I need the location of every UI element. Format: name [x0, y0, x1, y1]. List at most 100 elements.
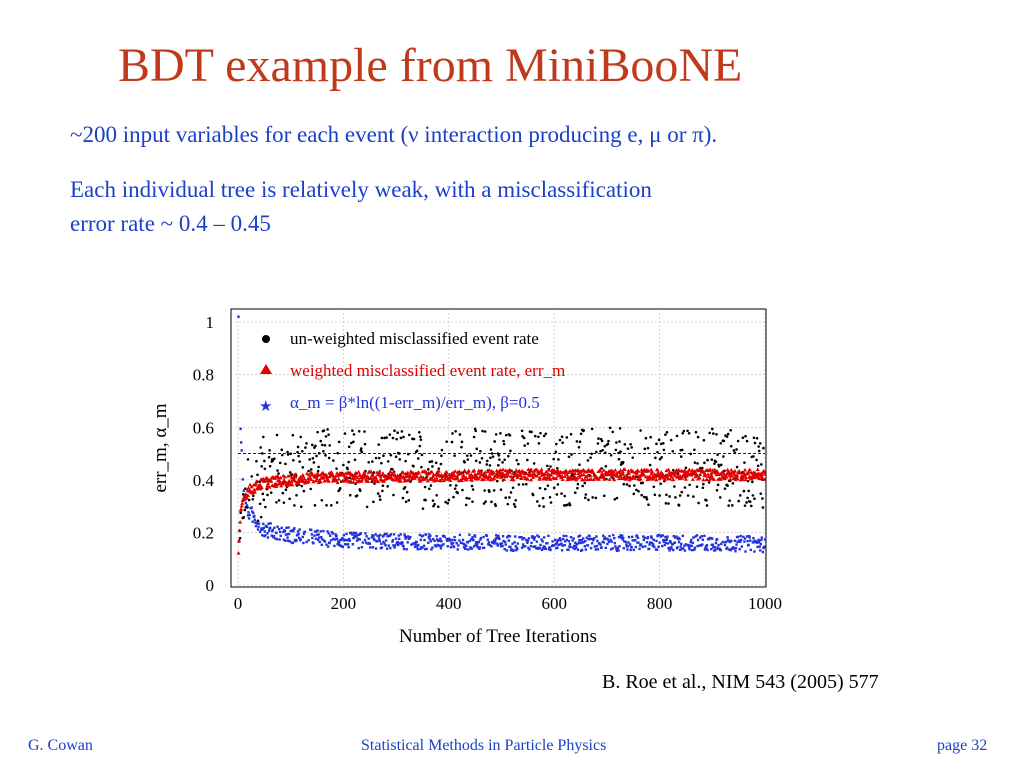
data-point-alpha [549, 548, 552, 552]
data-point-alpha [630, 535, 634, 539]
data-point-weighted [680, 476, 685, 480]
data-point-weighted [752, 470, 757, 475]
data-point-alpha [310, 533, 313, 536]
data-point-alpha [535, 540, 539, 543]
data-point-alpha [430, 548, 433, 551]
data-point-weighted [307, 472, 312, 477]
data-point-unweighted [726, 432, 730, 436]
data-point-unweighted [643, 447, 647, 451]
data-point-alpha [602, 534, 605, 537]
data-point-weighted [638, 476, 643, 481]
data-point-unweighted [437, 467, 441, 471]
data-point-unweighted [419, 438, 423, 441]
data-point-weighted [438, 478, 443, 483]
data-point-alpha [358, 538, 361, 541]
data-point-alpha [603, 536, 606, 539]
data-point-unweighted [325, 503, 328, 507]
data-point-unweighted [363, 442, 367, 446]
data-point-weighted [598, 468, 603, 472]
data-point-weighted [657, 476, 662, 481]
data-point-unweighted [420, 465, 423, 469]
data-point-alpha [573, 547, 576, 551]
data-point-unweighted [729, 444, 733, 448]
data-point-alpha [268, 526, 272, 530]
data-point-alpha [320, 543, 323, 547]
data-point-unweighted [420, 453, 424, 457]
data-point-alpha [522, 545, 525, 548]
legend-label-alpha: α_m = β*ln((1-err_m)/err_m), β=0.5 [290, 393, 540, 412]
data-point-unweighted [322, 449, 325, 453]
data-point-weighted [666, 467, 671, 472]
data-point-alpha [539, 543, 542, 547]
data-point-alpha [369, 546, 372, 549]
data-point-alpha [665, 538, 669, 541]
data-point-unweighted [558, 438, 562, 442]
data-point-weighted [709, 473, 714, 478]
data-point-alpha [456, 548, 459, 551]
data-point-unweighted [262, 498, 266, 502]
data-point-weighted [602, 476, 607, 480]
data-point-alpha [261, 534, 264, 537]
data-point-alpha [285, 533, 289, 536]
data-point-alpha [596, 539, 599, 543]
data-point-alpha [739, 534, 742, 538]
data-point-unweighted [600, 439, 604, 443]
data-point-alpha [364, 532, 367, 535]
data-point-unweighted [381, 489, 384, 493]
y-tick-label: 0.2 [193, 523, 214, 542]
data-point-unweighted [365, 505, 369, 509]
data-point-alpha [627, 541, 630, 544]
data-point-unweighted [415, 449, 419, 453]
data-point-weighted [309, 477, 314, 482]
data-point-alpha [348, 539, 351, 542]
data-point-unweighted [586, 459, 590, 462]
data-point-alpha [575, 546, 578, 549]
data-point-alpha [470, 538, 473, 541]
data-point-alpha [500, 542, 504, 545]
data-point-unweighted [727, 504, 730, 507]
data-point-alpha [509, 545, 512, 549]
data-point-unweighted [501, 461, 504, 464]
data-point-unweighted [495, 479, 499, 483]
data-point-unweighted [674, 496, 677, 499]
data-point-alpha [719, 548, 722, 552]
data-point-weighted [354, 471, 359, 475]
data-point-unweighted [440, 454, 443, 458]
data-point-alpha [589, 546, 593, 550]
data-point-alpha [588, 534, 591, 538]
data-point-unweighted [251, 498, 255, 501]
data-point-unweighted [722, 439, 726, 443]
data-point-unweighted [726, 484, 729, 488]
data-point-alpha [273, 526, 276, 529]
data-point-alpha [740, 545, 744, 548]
data-point-weighted [759, 472, 764, 477]
data-point-unweighted [513, 505, 517, 508]
data-point-unweighted [497, 464, 500, 467]
data-point-alpha [716, 547, 720, 551]
data-point-unweighted [350, 441, 353, 445]
data-point-alpha [620, 536, 623, 539]
data-point-unweighted [259, 515, 263, 519]
data-point-unweighted [419, 435, 422, 439]
data-point-alpha [368, 542, 371, 546]
data-point-alpha [677, 540, 681, 544]
data-point-alpha [406, 541, 409, 544]
data-point-alpha [536, 534, 539, 537]
data-point-unweighted [299, 505, 303, 509]
data-point-alpha [730, 539, 733, 543]
data-point-unweighted [360, 450, 364, 454]
data-point-weighted [293, 472, 298, 476]
data-point-alpha [690, 538, 693, 542]
data-point-unweighted [464, 503, 468, 507]
data-point-alpha [577, 541, 581, 544]
data-point-unweighted [665, 493, 668, 497]
data-point-weighted [738, 470, 743, 475]
data-point-alpha [564, 540, 567, 543]
data-point-weighted [560, 477, 565, 481]
data-point-alpha [710, 547, 713, 551]
data-point-weighted [237, 528, 242, 533]
data-point-unweighted [378, 498, 382, 501]
data-point-weighted [359, 477, 364, 482]
data-point-alpha [636, 536, 640, 540]
data-point-alpha [668, 540, 672, 543]
